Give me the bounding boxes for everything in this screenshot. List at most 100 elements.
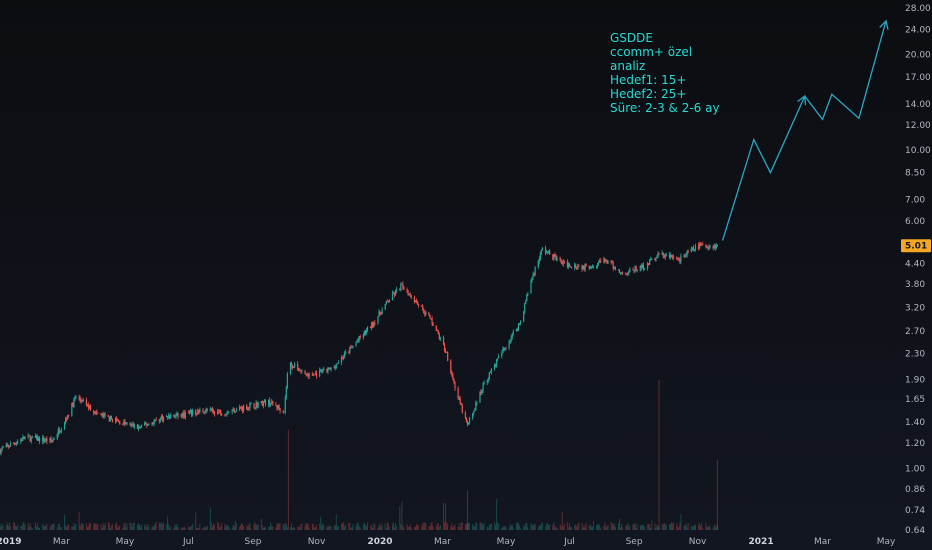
volume-bar <box>632 524 634 530</box>
candle-body <box>31 435 33 438</box>
candle-body <box>304 370 306 374</box>
price-axis[interactable]: 28.00 24.00 20.00 17.00 14.00 12.00 10.00 8.50 7… <box>905 4 931 536</box>
volume-bar <box>489 523 491 530</box>
volume-bar <box>512 527 514 530</box>
candle-body <box>621 272 624 274</box>
volume-bar <box>284 522 286 530</box>
candle-body <box>17 441 19 443</box>
volume-bar <box>367 522 369 530</box>
volume-bar <box>402 525 404 530</box>
volume-bar <box>44 525 46 530</box>
candle-body <box>562 260 564 265</box>
volume-bar <box>248 524 250 530</box>
candle-body <box>125 423 127 425</box>
candle-body <box>146 424 148 426</box>
volume-bar <box>705 523 707 530</box>
candle-body <box>406 289 408 292</box>
y-tick-label: 8.50 <box>905 169 925 179</box>
volume-bar <box>496 499 498 530</box>
candle-body <box>22 436 24 441</box>
candle-body <box>24 436 26 439</box>
candle-body <box>168 415 170 418</box>
volume-bar <box>699 523 701 530</box>
volume-bar <box>323 525 325 530</box>
volume-bar <box>277 522 279 530</box>
candle-body <box>147 425 149 426</box>
volume-bar <box>29 523 31 530</box>
candle-body <box>502 348 504 354</box>
volume-bar <box>168 524 170 530</box>
candle-body <box>640 265 642 268</box>
candle-body <box>108 416 110 422</box>
volume-bar <box>122 527 124 530</box>
candle-body <box>160 416 162 419</box>
volume-bar <box>348 522 350 530</box>
volume-bar <box>628 526 630 530</box>
candle-body <box>254 407 256 409</box>
y-tick-label: 7.00 <box>905 196 925 206</box>
candle-body <box>541 247 544 251</box>
candle-body <box>46 438 48 442</box>
volume-bar <box>199 523 201 530</box>
volume-bar <box>388 526 390 530</box>
candle-body <box>699 243 701 249</box>
candle-body <box>350 347 352 348</box>
volume-bar <box>495 525 497 530</box>
volume-bar <box>74 525 76 530</box>
y-tick-label: 0.64 <box>905 526 925 536</box>
volume-bar <box>67 524 69 530</box>
volume-bar <box>408 526 410 530</box>
volume-bar <box>56 527 58 530</box>
volume-bar <box>482 524 484 530</box>
volume-bar <box>546 523 548 530</box>
candle-body <box>199 409 201 412</box>
volume-bar <box>326 525 328 530</box>
volume-bar <box>285 523 287 530</box>
candle-body <box>319 369 321 377</box>
volume-bar <box>253 523 255 530</box>
volume-bar <box>396 526 398 530</box>
candle-body <box>613 266 615 269</box>
candle-body <box>510 337 512 341</box>
volume-bar <box>0 526 1 530</box>
volume-bar <box>52 523 54 530</box>
candle-body <box>679 259 681 262</box>
candle-body <box>391 293 394 301</box>
candle-body <box>588 265 590 269</box>
candle-body <box>533 274 535 276</box>
candle-body <box>277 405 279 409</box>
volume-bar <box>257 523 259 530</box>
candle-body <box>6 444 8 446</box>
volume-bar <box>314 527 316 530</box>
volume-bar <box>209 507 211 530</box>
volume-bar <box>479 522 481 530</box>
volume-bar <box>636 523 638 530</box>
candle-body <box>227 412 229 414</box>
volume-bar <box>650 527 652 530</box>
volume-bar <box>673 522 675 530</box>
candle-body <box>362 335 364 338</box>
volume-bar <box>195 512 197 530</box>
candle-body <box>348 352 350 353</box>
candle-body <box>184 412 186 418</box>
volume-bar <box>465 523 467 530</box>
volume-bar <box>540 523 542 530</box>
volume-bar <box>109 527 111 530</box>
volume-bar <box>124 522 126 530</box>
candle-body <box>629 268 631 271</box>
time-axis[interactable]: 2019 Mar May Jul Sep Nov 2020 Mar May Jul Sep Nov 20… <box>0 537 896 547</box>
forecast-drawing[interactable] <box>721 19 889 241</box>
volume-bar <box>392 524 394 530</box>
candle-body <box>517 323 520 330</box>
candle-body <box>575 264 577 269</box>
candle-body <box>435 325 437 331</box>
annotation-text[interactable]: GSDDE ccomm+ özel analiz Hedef1: 15+ Hed… <box>610 31 720 115</box>
candle-body <box>475 402 477 410</box>
candle-body <box>52 439 54 442</box>
candle-body <box>321 369 323 373</box>
volume-bar <box>153 525 155 530</box>
candle-body <box>56 434 58 439</box>
candle-body <box>554 254 556 257</box>
